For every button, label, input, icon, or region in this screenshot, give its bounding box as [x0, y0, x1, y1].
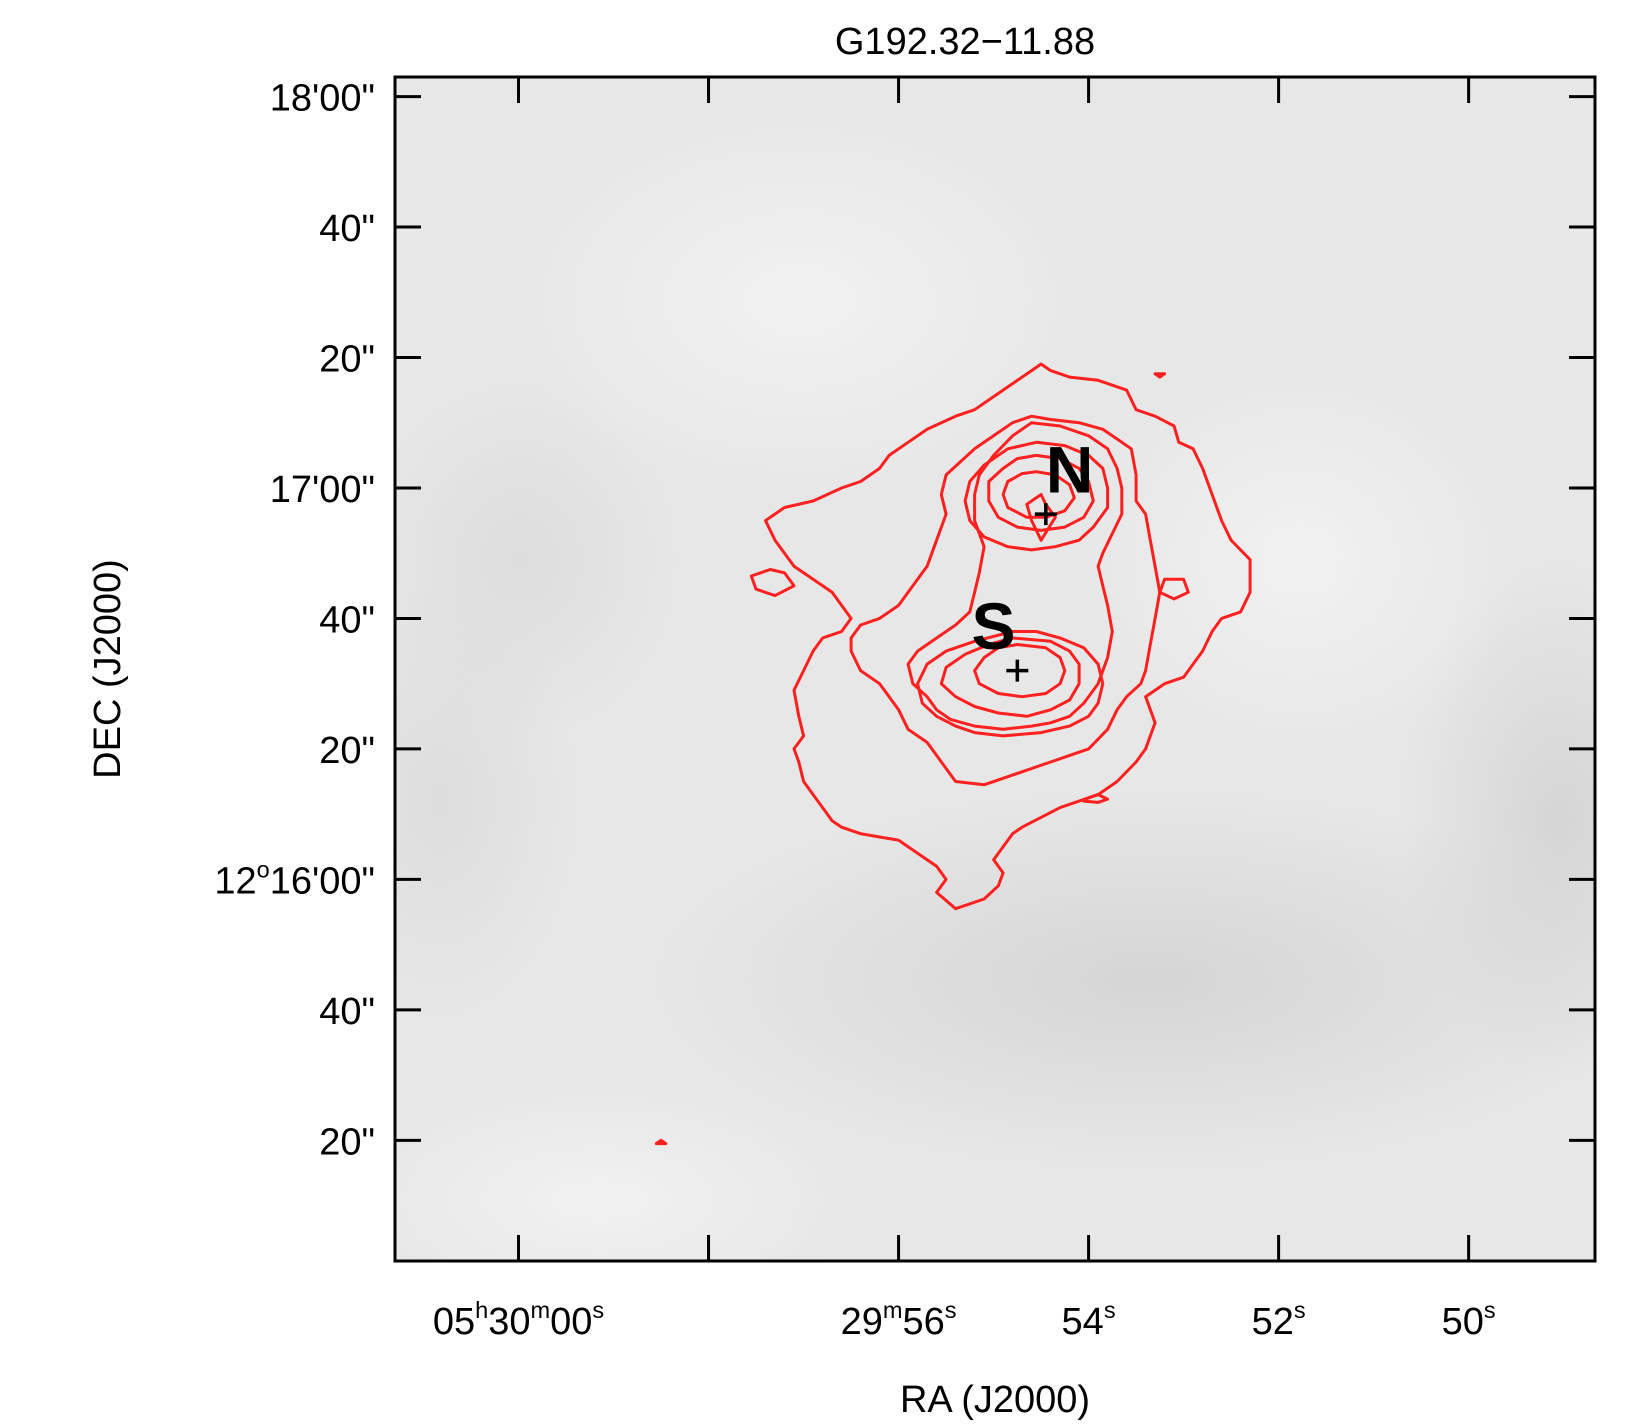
contour-line: [973, 643, 1067, 699]
contour-line: [1153, 372, 1167, 379]
contour-line: [963, 440, 1110, 552]
contour-line: [654, 1138, 668, 1146]
contour-line: [1001, 470, 1076, 519]
contour-line: [916, 630, 1105, 738]
x-axis: 05h30m00s 29m56s 54s 52s 50s: [433, 77, 1496, 1343]
contour-line: [749, 568, 796, 598]
y-tick-label: 20": [319, 730, 375, 772]
contour-line: [906, 421, 1124, 731]
y-tick-label: 20": [319, 339, 375, 381]
x-axis-label: RA (J2000): [900, 1379, 1090, 1421]
chart-title: G192.32−11.88: [835, 21, 1095, 63]
source-label: S: [972, 589, 1016, 663]
x-tick-label: 54s: [1062, 1297, 1116, 1343]
y-tick-label: 20": [319, 1121, 375, 1163]
y-axis: 18'00" 40" 20" 17'00" 40" 20" 12o16'00" 40" 20": [214, 78, 1595, 1163]
y-tick-label: 17'00": [270, 469, 375, 511]
y-axis-label: DEC (J2000): [87, 559, 129, 779]
contour-line: [764, 362, 1252, 911]
y-tick-label: 18'00": [270, 78, 375, 120]
plot-frame: [393, 75, 1597, 1263]
contour-line: [1082, 793, 1110, 804]
contour-line: [849, 414, 1162, 787]
x-tick-label: 05h30m00s: [433, 1297, 604, 1343]
y-tick-label: 40": [319, 208, 375, 250]
y-tick-label: 40": [319, 599, 375, 641]
contour-line: [939, 636, 1081, 718]
contour-lines: [654, 362, 1252, 1146]
source-label: N: [1046, 432, 1094, 506]
source-marker-cross: [1034, 503, 1057, 526]
contour-line: [1158, 577, 1190, 601]
x-tick-label: 50s: [1442, 1297, 1496, 1343]
source-markers: NS: [972, 432, 1094, 682]
y-tick-label: 40": [319, 991, 375, 1033]
y-tick-label: 12o16'00": [214, 856, 375, 902]
x-tick-label: 29m56s: [841, 1297, 957, 1343]
source-marker-cross: [1006, 659, 1029, 682]
x-tick-label: 52s: [1252, 1297, 1306, 1343]
background-map: [395, 77, 1595, 1261]
contour-line: [987, 453, 1095, 532]
